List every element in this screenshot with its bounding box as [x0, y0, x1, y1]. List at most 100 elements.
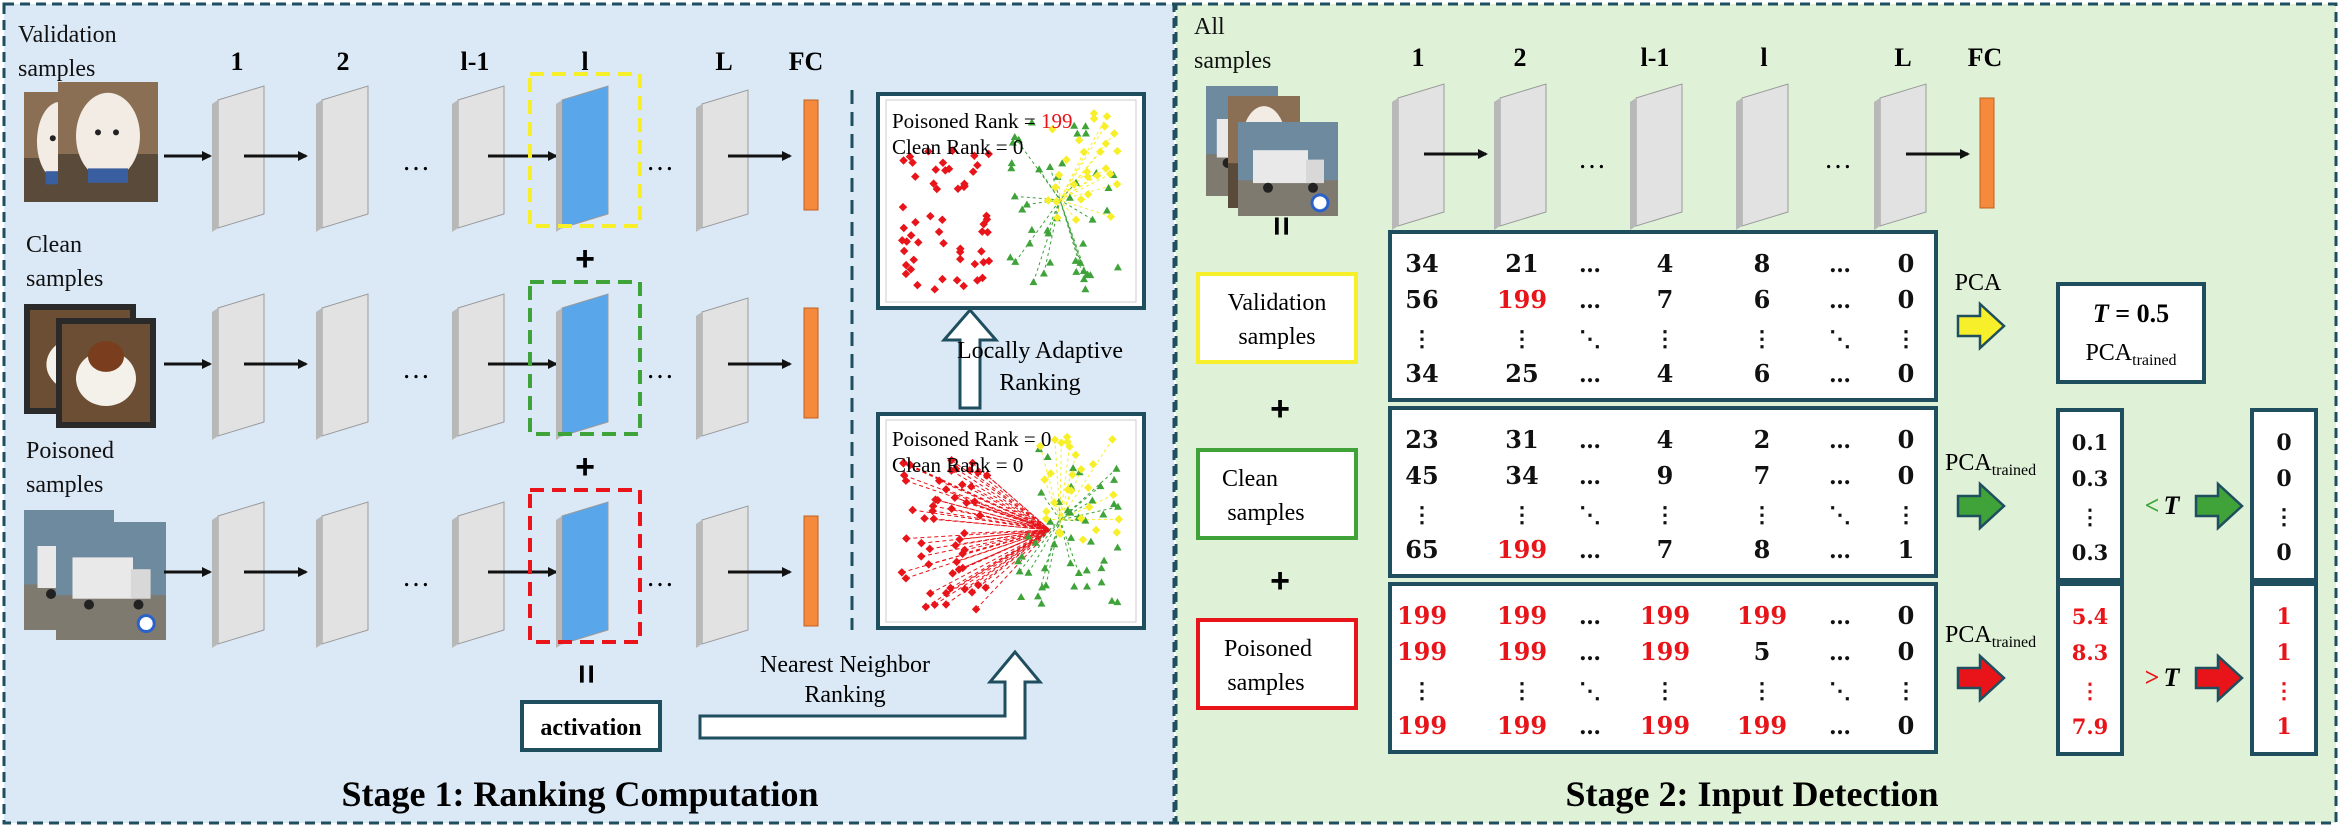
- validation-layer-L: [696, 89, 749, 232]
- decision-arrow-green: [2194, 481, 2244, 531]
- threshold-pca-trained: PCAtrained: [2085, 340, 2176, 369]
- poisoned-output-box: [2250, 582, 2318, 756]
- matrix-1-cell-0-5: …: [1829, 428, 1851, 454]
- poisoned-output-2: ⋮: [2273, 678, 2295, 704]
- matrix-1-cell-2-5: ⋱: [1829, 502, 1851, 528]
- matrix-2-cell-2-2: ⋱: [1579, 678, 1601, 704]
- poisoned-score-1: 8.3: [2072, 640, 2109, 665]
- matrix-2-cell-1-5: …: [1829, 640, 1851, 666]
- matrix-2-cell-2-1: ⋮: [1511, 678, 1533, 704]
- s2-dots-1: …: [1578, 144, 1606, 175]
- matrix-2-cell-3-6: 0: [1898, 711, 1915, 740]
- locally-adaptive-label-1: Locally Adaptive: [957, 338, 1123, 364]
- s2-layer-1: [1392, 83, 1445, 230]
- matrix-2-cell-1-3: 199: [1640, 637, 1690, 666]
- matrix-1-cell-1-5: …: [1829, 464, 1851, 490]
- matrix-2-cell-0-3: 199: [1640, 601, 1690, 630]
- matrix-0-cell-2-2: ⋱: [1579, 326, 1601, 352]
- clean-samples-box: [1196, 448, 1358, 540]
- poisoned-layer-highlight: [528, 488, 642, 644]
- matrix-1-cell-3-0: 65: [1405, 535, 1438, 564]
- matrix-2-cell-0-4: 199: [1737, 601, 1787, 630]
- stage1-title: Stage 1: Ranking Computation: [341, 774, 818, 814]
- validation-photo-front: [58, 82, 158, 202]
- matrix-0-cell-3-1: 25: [1505, 359, 1538, 388]
- validation-layer-fc: [803, 99, 819, 211]
- matrix-0-cell-3-0: 34: [1405, 359, 1438, 388]
- matrix-1-cell-0-2: …: [1579, 428, 1601, 454]
- matrix-1-cell-3-4: 8: [1754, 535, 1771, 564]
- clean-layer-L: [696, 297, 749, 440]
- plus-sign-2: +: [575, 448, 595, 486]
- clean-output-1: 0: [2276, 466, 2291, 492]
- plus-sign-1: +: [575, 240, 595, 278]
- matrix-0-cell-1-0: 56: [1405, 285, 1438, 314]
- activation-box: [520, 700, 662, 752]
- matrix-1-cell-2-4: ⋮: [1751, 502, 1773, 528]
- matrix-0-cell-2-6: ⋮: [1895, 326, 1917, 352]
- stage2-header-layer-FC: FC: [1968, 43, 2003, 72]
- matrix-2-cell-0-6: 0: [1898, 601, 1915, 630]
- ranking-plot-top: [876, 92, 1146, 310]
- matrix-2-cell-3-3: 199: [1640, 711, 1690, 740]
- matrix-1-cell-3-3: 7: [1657, 535, 1674, 564]
- matrix-1-cell-3-2: …: [1579, 538, 1601, 564]
- poisoned-score-2: ⋮: [2080, 678, 2101, 703]
- matrix-1-cell-2-1: ⋮: [1511, 502, 1533, 528]
- validation-layer-2: [316, 85, 369, 232]
- matrix-0-cell-3-6: 0: [1898, 359, 1915, 388]
- activation-label: activation: [540, 715, 641, 741]
- poisoned-samples-label: Poisoned samples: [26, 438, 115, 498]
- matrix-1-cell-0-4: 2: [1754, 425, 1771, 454]
- matrix-2-cell-3-4: 199: [1737, 711, 1787, 740]
- clean-score-1: 0.3: [2072, 466, 2109, 491]
- matrix-2-cell-1-4: 5: [1754, 637, 1771, 666]
- clean-layer-2: [316, 293, 369, 440]
- validation-box-line1: Validation: [1228, 290, 1327, 316]
- s2-dots-2: …: [1824, 144, 1852, 175]
- matrix-2-cell-0-1: 199: [1497, 601, 1547, 630]
- matrix-0-cell-1-5: …: [1829, 288, 1851, 314]
- poisoned-layer-l-1: [452, 501, 505, 648]
- clean-score-2: ⋮: [2080, 504, 2101, 529]
- matrix-0-cell-0-0: 34: [1405, 249, 1438, 278]
- matrix-2-cell-0-2: …: [1579, 604, 1601, 630]
- pca-trained-label-poisoned: PCAtrained: [1945, 622, 2036, 651]
- stage2-header-layer-2: 2: [1514, 43, 1527, 72]
- equals-sign: =: [567, 664, 605, 684]
- less-than-t: < T: [2145, 491, 2181, 520]
- locally-adaptive-label-2: Ranking: [999, 370, 1080, 396]
- stage1-header-layer-2: 2: [337, 47, 350, 76]
- matrix-1-cell-0-1: 31: [1505, 425, 1538, 454]
- poisoned-photo-front: [56, 522, 166, 640]
- clean-dots-2: …: [646, 354, 674, 385]
- pca-arrow-green: [1956, 481, 2006, 531]
- matrix-0-cell-0-2: …: [1579, 252, 1601, 278]
- poisoned-score-3: 7.9: [2072, 714, 2109, 739]
- poisoned-box-line1: Poisoned: [1224, 636, 1312, 662]
- matrix-2-cell-2-4: ⋮: [1751, 678, 1773, 704]
- matrix-2-cell-2-0: ⋮: [1411, 678, 1433, 704]
- matrix-0-cell-0-4: 8: [1754, 249, 1771, 278]
- pca-label: PCA: [1955, 270, 2002, 296]
- clean-score-0: 0.1: [2072, 430, 2109, 455]
- matrix-2-cell-3-1: 199: [1497, 711, 1547, 740]
- matrix-0-cell-0-6: 0: [1898, 249, 1915, 278]
- stage1-header-layer-l: l: [581, 47, 588, 76]
- stage2-header-layer-1: 1: [1412, 43, 1425, 72]
- threshold-value: T = 0.5: [2093, 299, 2169, 328]
- pca-trained-label-clean: PCAtrained: [1945, 450, 2036, 479]
- matrix-0-cell-0-5: …: [1829, 252, 1851, 278]
- matrix-0-cell-1-2: …: [1579, 288, 1601, 314]
- poisoned-layer-fc: [803, 515, 819, 627]
- nearest-neighbor-arrow: [698, 649, 1044, 740]
- matrix-2-cell-2-3: ⋮: [1654, 678, 1676, 704]
- validation-samples-label: Validation samples: [18, 22, 117, 82]
- clean-layer-fc: [803, 307, 819, 419]
- matrix-2-cell-1-6: 0: [1898, 637, 1915, 666]
- plus-sign-s2-2: +: [1270, 562, 1290, 600]
- clean-dots-1: …: [402, 354, 430, 385]
- stage1-network-rows: 1 2 l-1 l L FC………………: [24, 47, 823, 648]
- pca-arrow-red: [1956, 653, 2006, 703]
